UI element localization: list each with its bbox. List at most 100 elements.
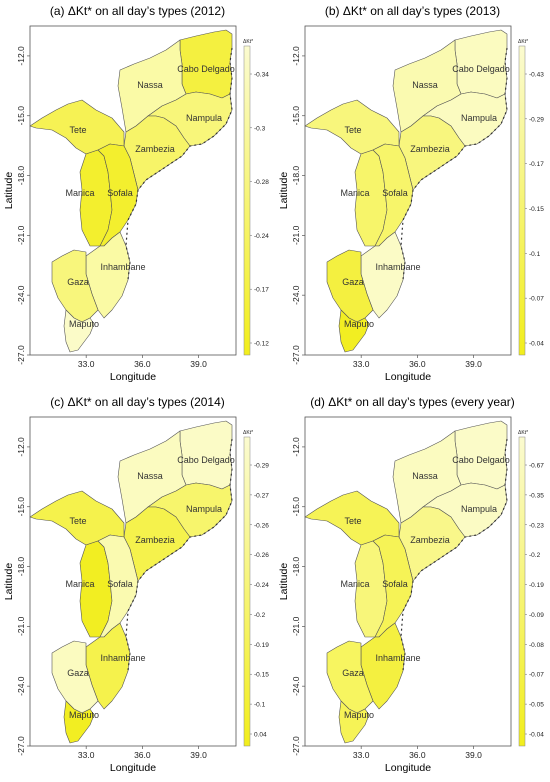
y-tick-label: -24.0	[291, 285, 301, 305]
colorbar-tick-label: -0.07	[529, 672, 544, 679]
y-tick-label: -24.0	[16, 285, 26, 305]
map-figure: Cabo Delgado Nassa Nampula Zambezia Tete Mani…	[3, 25, 269, 383]
y-tick-label: -12.0	[291, 46, 301, 66]
y-tick-label: -21.0	[291, 225, 301, 245]
colorbar-tick-label: -0.15	[529, 206, 544, 213]
province-label: Tete	[69, 125, 86, 135]
colorbar-tick-label: -0.2	[529, 552, 541, 559]
province-label: Tete	[69, 516, 86, 526]
colorbar-tick-label: -0.07	[529, 296, 544, 303]
y-axis-label: Latitude	[3, 563, 15, 601]
colorbar-tick-label: -0.29	[254, 463, 269, 470]
y-tick-label: -24.0	[291, 676, 301, 696]
y-tick-label: -18.0	[291, 557, 301, 577]
x-tick-label: 39.0	[465, 359, 482, 369]
province-label: Inhambane	[375, 653, 420, 663]
colorbar-tick-label: -0.67	[529, 463, 544, 470]
province-label: Cabo Delgado	[177, 64, 235, 74]
colorbar-tick-label: -0.1	[254, 702, 266, 709]
y-tick-label: -27.0	[16, 736, 26, 756]
map-figure: Cabo Delgado Nassa Nampula Zambezia Tete Mani…	[278, 25, 544, 383]
province-label: Nampula	[461, 504, 497, 514]
colorbar-tick-label: -0.27	[254, 492, 269, 499]
province-gaza	[51, 249, 99, 323]
x-tick-label: 33.0	[353, 750, 370, 760]
plot-frame	[29, 25, 237, 356]
province-maputo	[338, 309, 370, 353]
colorbar-tick-label: -0.09	[529, 612, 544, 619]
province-label: Manica	[340, 579, 369, 589]
province-label: Sofala	[107, 579, 133, 589]
x-tick-label: 39.0	[465, 750, 482, 760]
y-tick-label: -21.0	[16, 616, 26, 636]
colorbar-tick-label: -0.05	[529, 702, 544, 709]
coastline	[400, 47, 508, 281]
x-tick-label: 39.0	[190, 359, 207, 369]
panel-title: (a) ΔKt* on all day’s types (2012)	[49, 4, 226, 18]
province-label: Cabo Delgado	[452, 455, 510, 465]
province-label: Zambezia	[410, 144, 450, 154]
colorbar-tick-label: -0.28	[254, 179, 269, 186]
map-panel-d: (d) ΔKt* on all day’s types (every year)…	[275, 391, 550, 782]
colorbar-tick-label: -0.19	[529, 582, 544, 589]
coastline	[125, 47, 233, 281]
x-tick-label: 33.0	[78, 750, 95, 760]
province-label: Gaza	[67, 277, 89, 287]
x-tick-label: 36.0	[134, 750, 151, 760]
province-gaza	[51, 640, 99, 714]
colorbar-tick-label: 0.04	[254, 732, 267, 739]
province-maputo	[63, 700, 95, 744]
colorbar	[243, 436, 251, 747]
province-label: Nampula	[186, 113, 222, 123]
province-label: Manica	[340, 188, 369, 198]
panel-title: (b) ΔKt* on all day’s types (2013)	[324, 4, 501, 18]
y-tick-label: -15.0	[16, 497, 26, 517]
x-axis-label: Longitude	[110, 762, 156, 774]
colorbar-title: ΔKt*	[518, 39, 528, 45]
province-label: Gaza	[342, 277, 364, 287]
colorbar-title: ΔKt*	[518, 430, 528, 436]
x-tick-label: 36.0	[409, 359, 426, 369]
colorbar-tick-label: -0.35	[529, 492, 544, 499]
y-tick-label: -27.0	[16, 345, 26, 365]
province-label: Sofala	[382, 579, 408, 589]
province-gaza	[326, 640, 374, 714]
x-tick-label: 33.0	[353, 359, 370, 369]
y-tick-label: -12.0	[16, 437, 26, 457]
province-label: Cabo Delgado	[177, 455, 235, 465]
y-tick-label: -18.0	[16, 557, 26, 577]
province-label: Cabo Delgado	[452, 64, 510, 74]
y-tick-label: -15.0	[291, 106, 301, 126]
province-label: Gaza	[342, 668, 364, 678]
colorbar	[518, 45, 526, 356]
colorbar-title: ΔKt*	[243, 430, 253, 436]
province-label: Maputo	[344, 319, 374, 329]
x-tick-label: 39.0	[190, 750, 207, 760]
coastline	[400, 438, 508, 672]
map-figure: Cabo Delgado Nassa Nampula Zambezia Tete Mani…	[3, 416, 269, 774]
y-tick-label: -18.0	[16, 166, 26, 186]
x-axis-label: Longitude	[110, 371, 156, 383]
x-tick-label: 36.0	[134, 359, 151, 369]
province-label: Maputo	[69, 319, 99, 329]
colorbar-tick-label: -0.2	[254, 612, 266, 619]
province-label: Nassa	[137, 471, 163, 481]
province-label: Maputo	[344, 710, 374, 720]
coastline	[125, 438, 233, 672]
plot-frame	[29, 416, 237, 747]
y-tick-label: -27.0	[291, 345, 301, 365]
map-figure: Cabo Delgado Nassa Nampula Zambezia Tete Mani…	[278, 416, 544, 774]
colorbar-tick-label: -0.26	[254, 552, 269, 559]
colorbar-tick-label: -0.24	[254, 582, 269, 589]
x-axis-label: Longitude	[385, 762, 431, 774]
colorbar-tick-label: -0.1	[529, 251, 541, 258]
province-label: Zambezia	[410, 535, 450, 545]
province-label: Tete	[344, 516, 361, 526]
province-label: Inhambane	[100, 262, 145, 272]
y-tick-label: -21.0	[16, 225, 26, 245]
y-tick-label: -12.0	[291, 437, 301, 457]
panel-title: (c) ΔKt* on all day’s types (2014)	[50, 395, 225, 409]
province-label: Manica	[65, 579, 94, 589]
colorbar-tick-label: -0.08	[529, 642, 544, 649]
colorbar-tick-label: -0.04	[529, 341, 544, 348]
